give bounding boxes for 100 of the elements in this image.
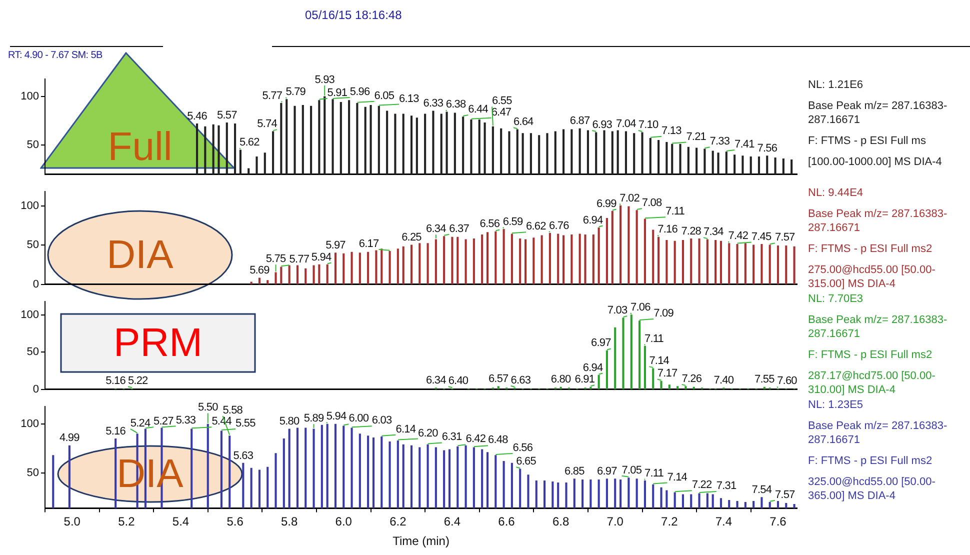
bar xyxy=(494,231,497,284)
annotation: 5.97 xyxy=(326,239,346,252)
bar xyxy=(334,252,337,284)
annotation: 5.93 xyxy=(314,74,335,86)
bar xyxy=(280,266,282,284)
bar xyxy=(318,264,320,284)
annotation: 7.45 xyxy=(751,230,772,243)
bar xyxy=(666,240,668,284)
annotation: 6.34 xyxy=(426,374,446,386)
annotation: Full xyxy=(106,124,174,170)
annotation: 5.33 xyxy=(176,414,196,427)
annotation: 5.75 xyxy=(266,253,286,266)
bar xyxy=(456,236,459,284)
text: Base Peak m/z= 287.16383-287.16671 xyxy=(808,419,948,447)
annotation: 6.40 xyxy=(448,375,468,388)
annotation: 5.16 xyxy=(106,425,126,438)
bar xyxy=(481,234,484,284)
text: [100.00-1000.00] MS DIA-4 xyxy=(808,155,943,169)
annotation: 7.10 xyxy=(638,119,658,132)
bar xyxy=(684,386,687,390)
text: F: FTMS - p ESI Full ms2 xyxy=(808,348,934,362)
x-tick-label: 6.0 xyxy=(335,514,352,529)
bar xyxy=(676,386,679,390)
annotation: 6.00 xyxy=(348,412,369,425)
bar xyxy=(497,386,500,390)
annotation: 7.11 xyxy=(644,332,664,345)
annotation: 7.16 xyxy=(658,224,678,236)
annotation: 6.55 xyxy=(492,95,512,108)
annotation: 6.63 xyxy=(510,374,531,386)
bar xyxy=(584,234,586,284)
bar xyxy=(464,239,467,284)
annotation: 6.93 xyxy=(592,119,612,132)
annotation: 7.56 xyxy=(757,142,778,154)
bar xyxy=(562,235,565,284)
bar xyxy=(418,243,421,284)
x-tick-label: 7.2 xyxy=(661,514,678,529)
bar xyxy=(598,227,600,284)
bar xyxy=(570,234,573,284)
annotation: 6.97 xyxy=(591,337,612,350)
annotation: 5.80 xyxy=(279,416,300,428)
annotation: 6.34 xyxy=(426,223,446,236)
bar xyxy=(620,205,622,284)
bar xyxy=(410,244,413,284)
text: Base Peak m/z= 287.16383-287.16671 xyxy=(808,207,948,235)
annotation: 7.11 xyxy=(644,467,664,480)
annotation: 7.03 xyxy=(607,304,628,316)
annotation: 6.87 xyxy=(570,115,590,128)
bar xyxy=(606,218,608,284)
annotation: 6.57 xyxy=(488,372,509,385)
bar xyxy=(578,234,581,284)
annotation: 5.89 xyxy=(304,412,324,425)
x-tick-label: 6.6 xyxy=(498,514,516,529)
bar xyxy=(524,239,527,284)
y-tick-label: 50 xyxy=(26,239,39,252)
bar xyxy=(598,374,600,390)
x-tick-label: 7.6 xyxy=(770,514,787,529)
y-tick-label: 0 xyxy=(32,278,39,290)
bar xyxy=(288,265,290,284)
annotation: 5.50 xyxy=(198,402,218,414)
annotation: 7.34 xyxy=(704,226,724,238)
bar xyxy=(760,244,763,284)
annotation: 5.24 xyxy=(130,417,150,430)
bar xyxy=(367,252,370,284)
text: NL: 9.44E4 xyxy=(808,186,864,200)
annotation: 7.55 xyxy=(754,374,775,386)
bar xyxy=(660,380,662,390)
bar xyxy=(611,210,614,284)
annotation: 7.11 xyxy=(665,206,685,218)
annotation: 7.42 xyxy=(728,230,748,242)
bar xyxy=(548,232,551,284)
y-tick-label: 50 xyxy=(26,467,39,480)
annotation: 7.41 xyxy=(734,138,755,151)
annotation: 6.33 xyxy=(423,98,444,110)
bar xyxy=(644,346,646,390)
bar xyxy=(720,240,722,284)
annotation: 6.47 xyxy=(491,106,512,118)
annotation: 7.22 xyxy=(692,479,712,492)
x-tick-label: 7.0 xyxy=(606,514,624,529)
annotation: 5.79 xyxy=(286,86,306,98)
annotation: 7.31 xyxy=(716,480,736,492)
bar xyxy=(258,278,260,284)
bar xyxy=(519,238,522,284)
bar xyxy=(638,320,641,390)
annotation: 6.38 xyxy=(446,98,466,111)
annotation: 7.33 xyxy=(710,136,730,148)
annotation: 7.26 xyxy=(682,372,702,385)
annotation: 6.56 xyxy=(480,218,500,230)
bar xyxy=(674,240,676,284)
y-tick-label: 100 xyxy=(20,200,39,212)
text: NL: 1.23E5 xyxy=(808,398,864,412)
annotation: 7.54 xyxy=(752,484,772,496)
text: NL: 7.70E3 xyxy=(808,292,864,306)
bar xyxy=(636,210,638,284)
annotation: 6.03 xyxy=(372,414,392,427)
annotation: 5.55 xyxy=(236,418,256,430)
bar xyxy=(698,238,700,284)
bar xyxy=(375,250,378,284)
bar xyxy=(630,314,632,390)
annotation: 7.57 xyxy=(774,488,796,501)
x-tick-label: 5.6 xyxy=(226,514,244,529)
